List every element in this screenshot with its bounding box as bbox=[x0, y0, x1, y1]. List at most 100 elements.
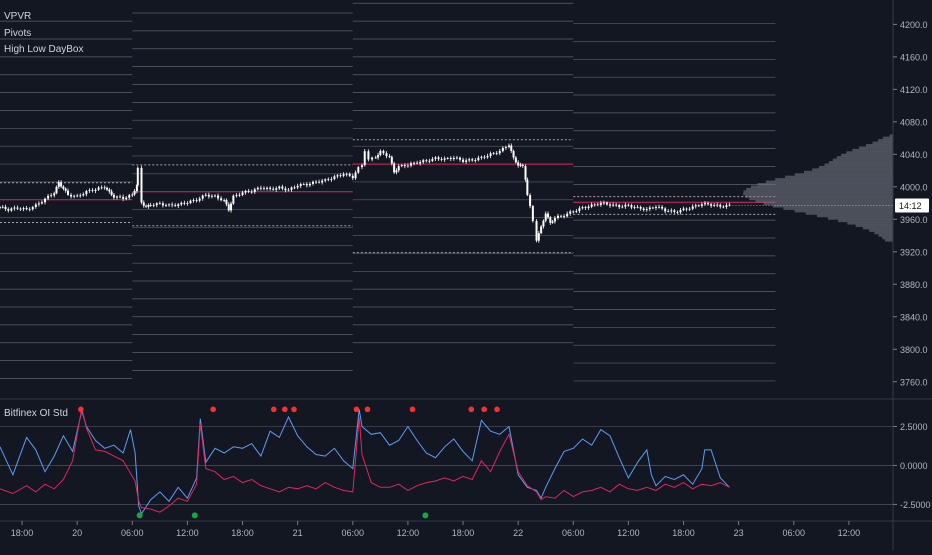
candle-body bbox=[575, 210, 578, 212]
candle-body bbox=[510, 145, 513, 151]
candle-body bbox=[131, 194, 134, 196]
oscillator-markers bbox=[78, 406, 500, 519]
volume-profile-bar bbox=[852, 148, 893, 152]
candle-body bbox=[135, 185, 138, 192]
candle-body bbox=[425, 160, 428, 162]
candle-body bbox=[428, 160, 431, 162]
red-signal-marker bbox=[409, 406, 416, 413]
candle-body bbox=[290, 187, 293, 190]
candle-body bbox=[302, 184, 305, 185]
candle-body bbox=[419, 162, 422, 164]
candle-body bbox=[367, 151, 370, 160]
volume-profile-bar bbox=[755, 200, 893, 203]
volume-profile-bar bbox=[882, 136, 893, 140]
volume-profile-bar bbox=[817, 214, 893, 218]
oi-series-line bbox=[0, 408, 730, 515]
price-tick-label: 3880.0 bbox=[900, 280, 928, 290]
candle-body bbox=[540, 226, 543, 234]
candle-body bbox=[612, 204, 615, 206]
candle-body bbox=[537, 233, 540, 241]
candle-body bbox=[465, 160, 468, 162]
candle-body bbox=[654, 207, 657, 209]
candle-body bbox=[504, 146, 507, 148]
candle-body bbox=[642, 208, 645, 211]
candle-body bbox=[76, 195, 79, 197]
volume-profile-bar bbox=[827, 217, 893, 220]
candle-body bbox=[602, 202, 605, 204]
price-tick-label: 3800.0 bbox=[900, 345, 928, 355]
candle-body bbox=[363, 151, 366, 166]
volume-profile-bar bbox=[882, 236, 893, 240]
candle-body bbox=[40, 202, 43, 204]
candle-body bbox=[531, 206, 534, 222]
candle-body bbox=[630, 205, 633, 208]
candle-body bbox=[112, 194, 115, 198]
candle-body bbox=[230, 203, 233, 211]
candle-body bbox=[281, 186, 284, 189]
candle-body bbox=[639, 206, 642, 209]
candle-body bbox=[590, 204, 593, 207]
candle-body bbox=[147, 205, 150, 207]
red-signal-marker bbox=[282, 406, 288, 413]
legend-daybox[interactable]: High Low DayBox bbox=[4, 44, 84, 55]
volume-profile-bar bbox=[763, 202, 893, 206]
candle-body bbox=[299, 184, 302, 186]
candle-body bbox=[31, 207, 34, 210]
candle-body bbox=[28, 209, 31, 210]
candle-body bbox=[225, 199, 228, 205]
candle-body bbox=[158, 203, 161, 205]
candle-body bbox=[324, 179, 327, 181]
candle-body bbox=[348, 173, 351, 176]
candle-body bbox=[70, 194, 73, 197]
candle-body bbox=[446, 158, 449, 159]
candle-body bbox=[207, 194, 210, 197]
candle-body bbox=[379, 150, 382, 155]
candle-body bbox=[542, 220, 545, 227]
volume-profile-bar bbox=[746, 187, 893, 191]
candle-body bbox=[204, 194, 207, 196]
candle-body bbox=[400, 165, 403, 167]
candle-body bbox=[247, 190, 250, 192]
candle-body bbox=[64, 188, 67, 191]
candle-body bbox=[275, 188, 278, 190]
volume-profile-bar bbox=[743, 190, 893, 193]
candle-body bbox=[618, 204, 621, 208]
red-signal-marker bbox=[468, 406, 475, 413]
legend-oi-std[interactable]: Bitfinex OI Std bbox=[4, 408, 68, 419]
time-tick-label: 12:00 bbox=[397, 528, 420, 538]
candle-body bbox=[636, 206, 639, 208]
candle-body bbox=[108, 189, 111, 192]
candle-body bbox=[627, 204, 630, 206]
legend-vpvr[interactable]: VPVR bbox=[4, 11, 32, 22]
volume-profile-bar bbox=[874, 231, 893, 235]
candle-body bbox=[0, 207, 1, 208]
candle-body bbox=[512, 150, 515, 158]
candle-body bbox=[327, 179, 330, 181]
volume-profile-bar bbox=[812, 168, 893, 171]
candle-body bbox=[670, 210, 673, 212]
osc-tick-label: 2.5000 bbox=[900, 422, 928, 432]
candle-body bbox=[377, 154, 380, 158]
candle-body bbox=[174, 205, 177, 207]
candle-body bbox=[180, 202, 183, 205]
volume-profile-bar bbox=[889, 134, 893, 137]
candle-body bbox=[393, 163, 396, 173]
candle-body bbox=[357, 167, 360, 173]
price-tick-label: 4120.0 bbox=[900, 85, 928, 95]
candle-body bbox=[85, 190, 88, 195]
candle-body bbox=[409, 163, 412, 166]
candle-body bbox=[615, 204, 618, 206]
volume-profile-bar bbox=[765, 180, 893, 184]
candle-body bbox=[495, 152, 498, 154]
volume-profile-bar bbox=[803, 170, 893, 174]
candle-body bbox=[486, 155, 489, 158]
candle-body bbox=[305, 184, 308, 186]
time-tick-label: 22 bbox=[513, 528, 523, 538]
candle-body bbox=[220, 198, 223, 201]
candle-body bbox=[371, 157, 374, 160]
green-signal-marker bbox=[422, 512, 429, 519]
legend-pivots[interactable]: Pivots bbox=[4, 28, 32, 39]
candle-body bbox=[713, 205, 716, 206]
